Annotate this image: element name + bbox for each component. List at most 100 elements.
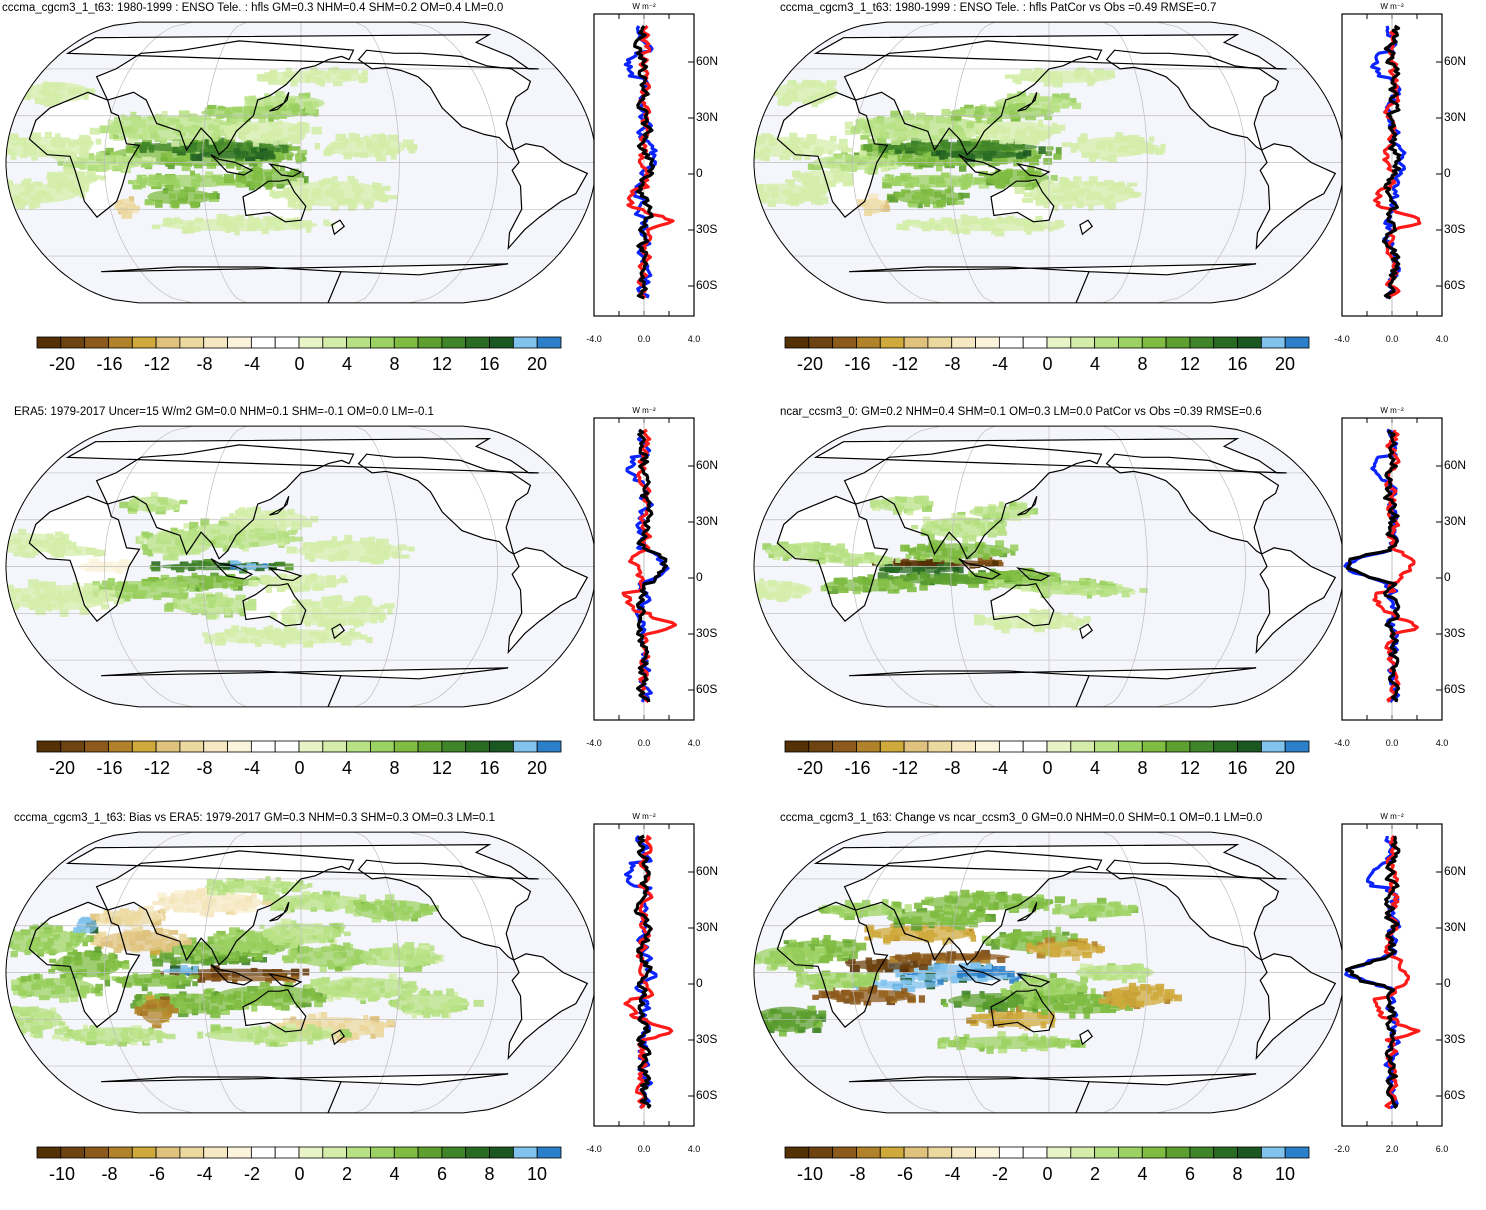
colorbar-tick-label: 8: [1232, 1164, 1242, 1185]
colorbar-swatch: [1142, 1147, 1166, 1158]
colorbar-swatch: [204, 1147, 228, 1158]
colorbar-tick-label: -20: [797, 758, 823, 779]
colorbar-swatch: [1285, 741, 1309, 752]
colorbar-swatch: [928, 741, 952, 752]
colorbar-swatch: [809, 1147, 833, 1158]
panel-title: ERA5: 1979-2017 Uncer=15 W/m2 GM=0.0 NHM…: [14, 405, 434, 419]
panel-p6: cccma_cgcm3_1_t63: Change vs ncar_ccsm3_…: [748, 810, 1486, 1210]
panel-p3: ERA5: 1979-2017 Uncer=15 W/m2 GM=0.0 NHM…: [0, 404, 738, 804]
lat-tick-label: 0: [1444, 570, 1451, 584]
colorbar-swatch: [1261, 741, 1285, 752]
colorbar-swatch: [442, 337, 466, 348]
lat-tick-label: 60N: [696, 54, 718, 68]
colorbar-swatch: [108, 337, 132, 348]
x-tick-label: -4.0: [586, 1144, 602, 1154]
colorbar-swatch: [132, 337, 156, 348]
colorbar-swatch: [61, 1147, 85, 1158]
colorbar-swatch: [228, 1147, 252, 1158]
x-tick-label: 6.0: [1436, 1144, 1449, 1154]
colorbar-swatch: [785, 1147, 809, 1158]
colorbar-tick-label: -8: [849, 1164, 865, 1185]
colorbar-swatch: [1071, 1147, 1095, 1158]
colorbar-swatch: [251, 337, 275, 348]
colorbar-swatch: [61, 741, 85, 752]
panel-p2: cccma_cgcm3_1_t63: 1980-1999 : ENSO Tele…: [748, 0, 1486, 400]
colorbar-tick-label: -8: [101, 1164, 117, 1185]
colorbar-swatch: [490, 1147, 514, 1158]
colorbar-swatch: [37, 337, 61, 348]
lat-tick-label: 30S: [1444, 222, 1465, 236]
colorbar-swatch: [418, 337, 442, 348]
lat-tick-label: 60S: [696, 1088, 717, 1102]
colorbar-tick-label: 12: [432, 758, 452, 779]
lat-tick-label: 0: [696, 570, 703, 584]
lat-tick-label: 60S: [696, 278, 717, 292]
colorbar-swatch: [952, 337, 976, 348]
lat-tick-label: 0: [696, 976, 703, 990]
colorbar-tick-label: 0: [294, 1164, 304, 1185]
colorbar-swatch: [85, 337, 109, 348]
colorbar-swatch: [513, 337, 537, 348]
colorbar-swatch: [1285, 1147, 1309, 1158]
colorbar: [36, 336, 566, 350]
world-map: [4, 828, 598, 1117]
colorbar-swatch: [466, 1147, 490, 1158]
colorbar-swatch: [999, 1147, 1023, 1158]
colorbar-swatch: [1166, 741, 1190, 752]
colorbar-swatch: [1261, 1147, 1285, 1158]
colorbar-tick-label: 8: [1137, 354, 1147, 375]
colorbar-swatch: [251, 741, 275, 752]
colorbar-swatch: [442, 741, 466, 752]
colorbar-tick-label: 4: [1090, 758, 1100, 779]
lat-tick-label: 60N: [1444, 54, 1466, 68]
colorbar-swatch: [323, 337, 347, 348]
colorbar-swatch: [833, 337, 857, 348]
colorbar-swatch: [833, 741, 857, 752]
lat-tick-label: 0: [1444, 976, 1451, 990]
colorbar-swatch: [323, 741, 347, 752]
colorbar-swatch: [537, 1147, 561, 1158]
colorbar-tick-label: 12: [1180, 354, 1200, 375]
colorbar-tick-label: 4: [1090, 354, 1100, 375]
world-map: [752, 828, 1346, 1117]
colorbar-swatch: [999, 337, 1023, 348]
colorbar-tick-label: 16: [479, 758, 499, 779]
colorbar-tick-label: 4: [1137, 1164, 1147, 1185]
colorbar-tick-label: -20: [49, 758, 75, 779]
colorbar-tick-label: 10: [527, 1164, 547, 1185]
colorbar-swatch: [156, 741, 180, 752]
colorbar-swatch: [1047, 1147, 1071, 1158]
colorbar-swatch: [785, 337, 809, 348]
x-tick-label: 4.0: [688, 334, 701, 344]
colorbar-tick-label: 8: [484, 1164, 494, 1185]
colorbar-swatch: [347, 741, 371, 752]
x-tick-label: -4.0: [1334, 334, 1350, 344]
colorbar-swatch: [275, 1147, 299, 1158]
colorbar-swatch: [466, 741, 490, 752]
colorbar-swatch: [1238, 741, 1262, 752]
colorbar-tick-label: 16: [479, 354, 499, 375]
colorbar-swatch: [809, 741, 833, 752]
colorbar-swatch: [394, 1147, 418, 1158]
colorbar-swatch: [904, 1147, 928, 1158]
zonal-unit-label: W m⁻²: [1380, 812, 1403, 821]
colorbar-tick-label: 4: [342, 758, 352, 779]
colorbar-tick-label: -2: [244, 1164, 260, 1185]
lat-tick-label: 60N: [696, 864, 718, 878]
x-tick-label: 4.0: [688, 1144, 701, 1154]
x-tick-label: 2.0: [1386, 1144, 1399, 1154]
colorbar-swatch: [1285, 337, 1309, 348]
x-tick-label: -4.0: [586, 738, 602, 748]
colorbar-swatch: [856, 1147, 880, 1158]
colorbar-swatch: [952, 741, 976, 752]
colorbar-swatch: [856, 741, 880, 752]
colorbar-swatch: [1047, 741, 1071, 752]
colorbar-tick-label: 4: [389, 1164, 399, 1185]
